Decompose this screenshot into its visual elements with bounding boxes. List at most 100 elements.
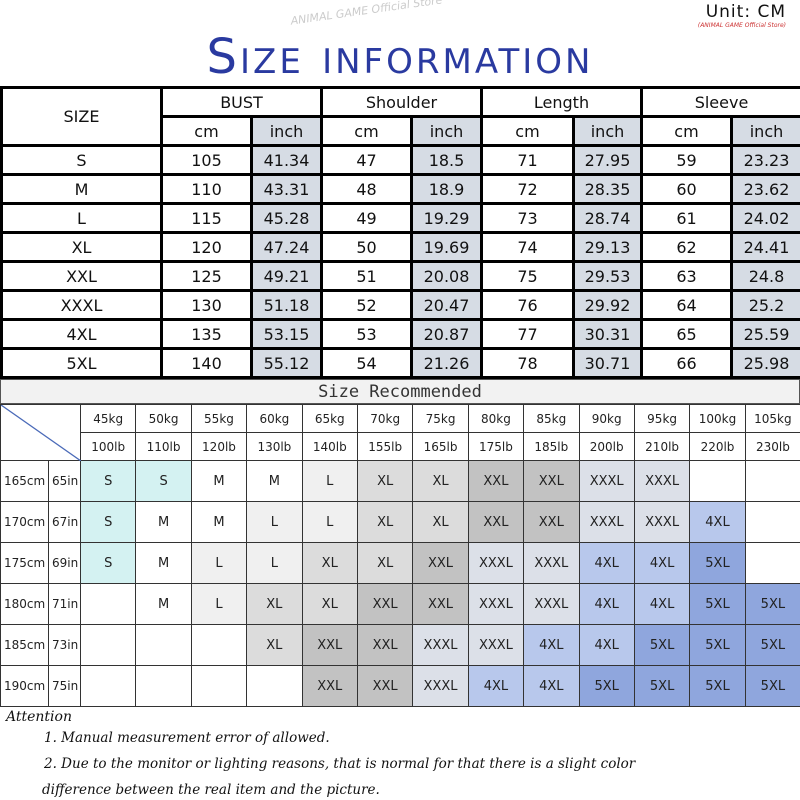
measure-cell: 28.74 bbox=[572, 202, 643, 234]
size-cell: XXXL bbox=[578, 501, 635, 543]
size-cell: M bbox=[246, 460, 303, 502]
measure-cell: 110 bbox=[160, 173, 253, 205]
table-row: 165cm 65in S S M M L XL XL XXL XXL XXXL XXXL bbox=[0, 460, 800, 502]
size-cell: XXL bbox=[356, 624, 414, 666]
measure-cell: 45.28 bbox=[250, 202, 323, 234]
size-cell: 5XL bbox=[689, 665, 746, 707]
table-row: 5XL 140 55.12 54 21.26 78 30.71 66 25.98 bbox=[0, 347, 800, 379]
weight-lb: 155lb bbox=[356, 432, 414, 461]
weight-lb: 140lb bbox=[301, 432, 358, 461]
size-cell: XXXL bbox=[633, 460, 691, 502]
measure-cell: 19.29 bbox=[410, 202, 483, 234]
measure-cell: 19.69 bbox=[410, 231, 483, 263]
unit-cm: cm bbox=[640, 115, 733, 147]
size-cell: L bbox=[190, 583, 248, 625]
size-cell bbox=[135, 624, 192, 666]
height-cm: 185cm bbox=[0, 624, 49, 666]
size-cell: XXL bbox=[356, 665, 414, 707]
note-2: 2. Due to the monitor or lighting reason… bbox=[44, 756, 636, 772]
size-cell: 5XL bbox=[744, 583, 800, 625]
measure-cell: 52 bbox=[320, 289, 413, 321]
size-cell: 5XL bbox=[633, 624, 691, 666]
size-cell: XXL bbox=[301, 624, 358, 666]
measure-cell: 23.23 bbox=[729, 144, 800, 176]
measure-cell: 63 bbox=[640, 260, 733, 292]
height-in: 73in bbox=[48, 624, 81, 666]
measure-cell: 50 bbox=[320, 231, 413, 263]
store-tag: (ANIMAL GAME Official Store) bbox=[697, 22, 786, 29]
measure-cell: 20.08 bbox=[410, 260, 483, 292]
measure-cell: 61 bbox=[640, 202, 733, 234]
measure-cell: 130 bbox=[160, 289, 253, 321]
measure-cell: 30.31 bbox=[572, 318, 643, 350]
measure-cell: 41.34 bbox=[250, 144, 323, 176]
weight-kg: 95kg bbox=[633, 404, 691, 433]
weight-lb: 185lb bbox=[523, 432, 580, 461]
measure-cell: 125 bbox=[160, 260, 253, 292]
measure-cell: 54 bbox=[320, 347, 413, 379]
measure-cell: 78 bbox=[480, 347, 575, 379]
lb-row: 100lb 110lb 120lb 130lb 140lb 155lb 165lb 175lb… bbox=[1, 432, 800, 461]
size-header: SIZE bbox=[0, 86, 163, 147]
table-row: 175cm 69in S M L L XL XL XXL XXXL XXXL 4XL 4XL 5XL bbox=[0, 542, 800, 584]
measure-cell: 62 bbox=[640, 231, 733, 263]
weight-kg: 80kg bbox=[467, 404, 525, 433]
measure-cell: 59 bbox=[640, 144, 733, 176]
table-row: 4XL 135 53.15 53 20.87 77 30.31 65 25.59 bbox=[0, 318, 800, 350]
measure-cell: 71 bbox=[480, 144, 575, 176]
size-cell: XXL bbox=[356, 583, 414, 625]
size-cell bbox=[79, 624, 137, 666]
weight-lb: 175lb bbox=[467, 432, 525, 461]
weight-kg: 45kg bbox=[79, 404, 137, 433]
weight-lb: 110lb bbox=[135, 432, 192, 461]
size-cell bbox=[135, 665, 192, 707]
unit-inch: inch bbox=[729, 115, 800, 147]
size-cell: XL bbox=[356, 542, 414, 584]
group-length: Length bbox=[480, 86, 643, 118]
height-cm: 170cm bbox=[0, 501, 49, 543]
measure-cell: 53 bbox=[320, 318, 413, 350]
size-cell: XL bbox=[301, 583, 358, 625]
weight-lb: 230lb bbox=[744, 432, 800, 461]
weight-lb: 220lb bbox=[689, 432, 746, 461]
size-cell: XXL bbox=[523, 460, 580, 502]
measure-cell: 75 bbox=[480, 260, 575, 292]
unit-inch: inch bbox=[410, 115, 483, 147]
table-row: S 105 41.34 47 18.5 71 27.95 59 23.23 bbox=[0, 144, 800, 176]
measure-cell: 30.71 bbox=[572, 347, 643, 379]
size-cell: XXXL bbox=[523, 583, 580, 625]
measure-cell: 20.87 bbox=[410, 318, 483, 350]
size-cell: S bbox=[0, 144, 163, 176]
size-cell: XL bbox=[301, 542, 358, 584]
table-row: M 110 43.31 48 18.9 72 28.35 60 23.62 bbox=[0, 173, 800, 205]
size-cell: XXXL bbox=[467, 542, 525, 584]
height-cm: 180cm bbox=[0, 583, 49, 625]
size-cell: S bbox=[79, 501, 137, 543]
height-in: 65in bbox=[48, 460, 81, 502]
unit-label: Unit: CM (ANIMAL GAME Official Store) bbox=[698, 2, 786, 30]
table-row: 185cm 73in XL XXL XXL XXXL XXXL 4XL 4XL 5XL 5XL 5XL bbox=[0, 624, 800, 666]
size-cell: XL bbox=[246, 583, 303, 625]
corner-cell bbox=[0, 404, 81, 461]
size-recommended-title: Size Recommended bbox=[0, 379, 800, 404]
size-cell: 5XL bbox=[689, 542, 746, 584]
measure-cell: 18.9 bbox=[410, 173, 483, 205]
measure-cell: 73 bbox=[480, 202, 575, 234]
size-cell bbox=[744, 542, 800, 584]
size-cell: XXL bbox=[412, 542, 469, 584]
measure-cell: 29.53 bbox=[572, 260, 643, 292]
weight-kg: 85kg bbox=[523, 404, 580, 433]
measure-cell: 25.2 bbox=[729, 289, 800, 321]
size-cell: 4XL bbox=[689, 501, 746, 543]
weight-kg: 70kg bbox=[356, 404, 414, 433]
measure-cell: 24.41 bbox=[729, 231, 800, 263]
size-cell: 4XL bbox=[578, 542, 635, 584]
size-cell: 4XL bbox=[578, 583, 635, 625]
size-cell bbox=[246, 665, 303, 707]
size-cell: XXL bbox=[467, 501, 525, 543]
measure-cell: 105 bbox=[160, 144, 253, 176]
watermark: ANIMAL GAME Official Store bbox=[289, 0, 444, 28]
size-cell: S bbox=[79, 460, 137, 502]
measure-cell: 29.13 bbox=[572, 231, 643, 263]
note-2-cont: difference between the real item and the… bbox=[42, 782, 380, 798]
